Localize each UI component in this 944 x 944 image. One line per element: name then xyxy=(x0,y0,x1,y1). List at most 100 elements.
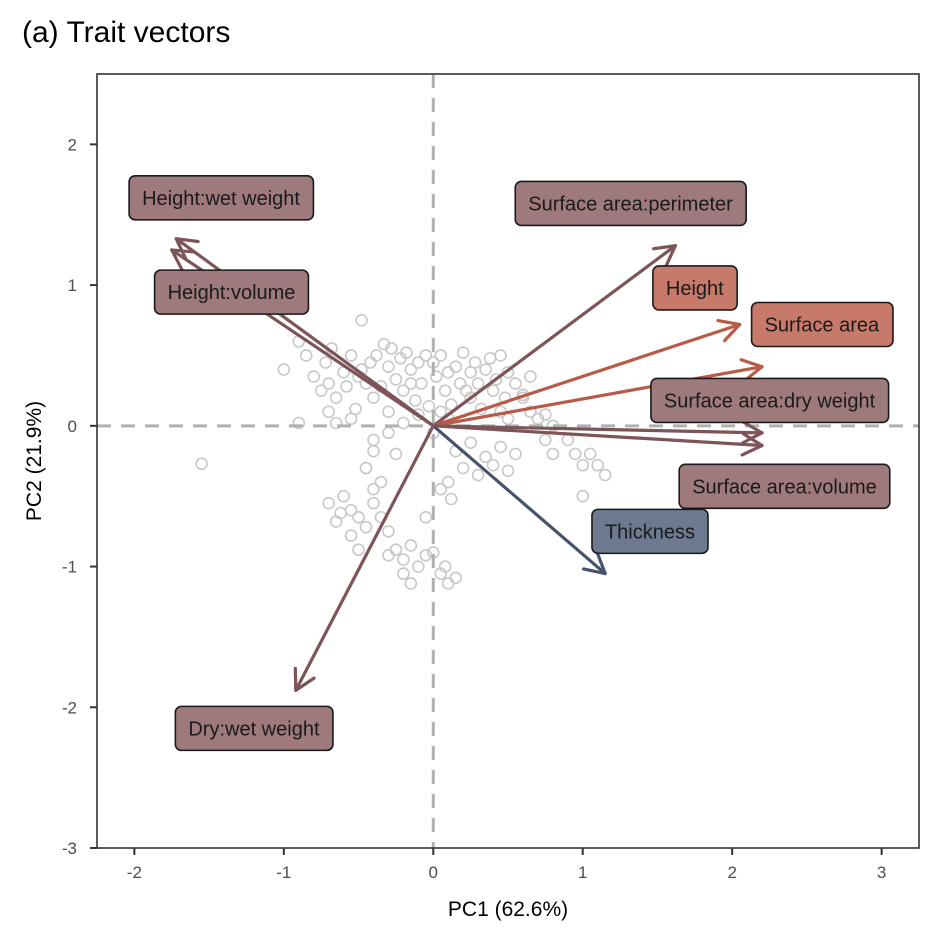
vector-label-text: Thickness xyxy=(605,521,695,543)
data-point xyxy=(509,447,522,461)
data-point xyxy=(486,458,500,472)
data-point xyxy=(419,349,433,362)
y-tick-label: -1 xyxy=(62,558,77,577)
vector-label-box xyxy=(591,508,709,555)
vector-label: Surface area:perimeter xyxy=(514,180,747,227)
data-point xyxy=(277,363,291,376)
vector-label-box xyxy=(750,301,894,348)
data-point xyxy=(471,468,485,482)
chart-title: (a) Trait vectors xyxy=(22,16,231,49)
vector-label-text: Surface area:volume xyxy=(692,476,877,498)
data-point xyxy=(412,408,425,421)
vector-label: Height:volume xyxy=(153,269,310,315)
vector-label: Surface area:dry weight xyxy=(650,377,890,424)
data-point xyxy=(456,346,470,359)
data-point xyxy=(441,475,455,489)
vector-label-box xyxy=(650,377,890,424)
trait-vector xyxy=(431,322,742,428)
data-point xyxy=(382,360,395,374)
data-point xyxy=(489,373,503,386)
data-point xyxy=(464,436,477,450)
data-point xyxy=(292,416,306,430)
data-point xyxy=(319,356,332,369)
trait-vector xyxy=(431,424,764,435)
data-point xyxy=(329,416,343,430)
vector-arrowhead xyxy=(293,666,316,692)
data-point xyxy=(337,489,350,503)
data-point xyxy=(531,412,545,426)
vector-label-box xyxy=(128,175,315,221)
vector-label-text: Surface area:perimeter xyxy=(528,193,733,215)
data-point xyxy=(329,391,343,404)
data-point xyxy=(434,349,448,362)
data-point xyxy=(367,444,380,458)
vector-label: Thickness xyxy=(591,508,709,555)
x-tick-label: -1 xyxy=(276,863,291,882)
y-tick-label: 0 xyxy=(68,417,77,436)
x-axis-title: PC1 (62.6%) xyxy=(448,898,568,921)
data-point xyxy=(598,468,612,482)
data-point xyxy=(322,405,335,419)
vector-label-text: Height:volume xyxy=(168,282,296,304)
data-point xyxy=(539,433,552,447)
data-point xyxy=(329,515,343,528)
data-point xyxy=(397,553,410,566)
data-point xyxy=(370,349,383,362)
vector-label: Surface area xyxy=(750,301,894,348)
vector-label-box xyxy=(514,180,747,227)
data-point xyxy=(385,342,398,355)
vector-label-box xyxy=(652,265,738,311)
data-point xyxy=(344,503,358,517)
vector-label-text: Height xyxy=(666,278,724,300)
data-point xyxy=(449,571,462,585)
data-point xyxy=(409,394,422,407)
data-point xyxy=(397,384,410,397)
data-point xyxy=(344,412,358,426)
data-point xyxy=(307,370,321,383)
data-point xyxy=(404,539,418,552)
data-point xyxy=(444,492,458,506)
data-point xyxy=(456,461,470,475)
data-point xyxy=(382,525,395,538)
data-point xyxy=(404,363,418,376)
vector-label-text: Surface area xyxy=(765,314,880,336)
y-tick-label: 2 xyxy=(68,135,77,154)
data-point xyxy=(397,416,410,430)
y-axis-title: PC2 (21.9%) xyxy=(23,401,46,521)
vector-label-box xyxy=(174,705,334,752)
vector-label-text: Height:wet weight xyxy=(142,188,300,210)
vector-label-box xyxy=(153,269,310,315)
data-point xyxy=(434,482,448,496)
data-point xyxy=(468,356,482,369)
data-point xyxy=(419,548,433,562)
vector-arrowhead xyxy=(170,248,196,272)
vector-label: Height:wet weight xyxy=(128,175,315,221)
data-point xyxy=(479,450,492,464)
trait-vector xyxy=(431,424,607,576)
vector-arrowhead xyxy=(716,318,742,343)
data-point xyxy=(377,337,391,351)
data-point xyxy=(449,360,462,374)
data-point xyxy=(434,405,448,419)
data-point xyxy=(464,391,477,404)
data-point xyxy=(367,391,380,404)
data-point xyxy=(299,349,313,362)
data-point xyxy=(344,349,358,362)
vector-arrowhead xyxy=(740,420,764,445)
data-point xyxy=(412,356,425,369)
y-tick-label: -2 xyxy=(62,698,77,717)
data-point xyxy=(352,510,365,524)
data-point xyxy=(382,548,395,562)
data-point xyxy=(374,475,388,489)
data-point xyxy=(404,377,418,390)
data-point xyxy=(471,377,485,390)
vector-label-box xyxy=(678,463,891,510)
data-point xyxy=(322,496,335,510)
data-point xyxy=(322,377,335,390)
data-point xyxy=(524,405,537,419)
x-tick-label: 1 xyxy=(578,863,587,882)
data-point xyxy=(591,458,604,472)
data-point xyxy=(576,458,590,472)
data-point xyxy=(422,399,436,413)
